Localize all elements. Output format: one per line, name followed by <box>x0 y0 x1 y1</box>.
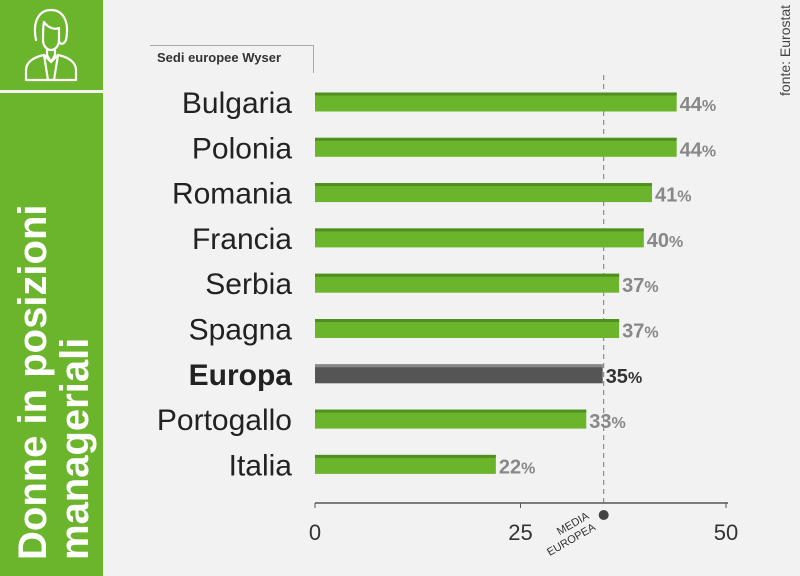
bar-top-europa <box>315 364 603 368</box>
bar-top-polonia <box>315 137 677 141</box>
value-label-portogallo: 33% <box>589 411 625 433</box>
category-label-bulgaria: Bulgaria <box>182 87 292 120</box>
bar-europa <box>315 364 603 384</box>
header-label: Sedi europee Wyser <box>157 50 282 65</box>
x-tick-label-25: 25 <box>508 520 532 545</box>
reference-marker <box>598 510 609 520</box>
category-label-francia: Francia <box>192 223 292 256</box>
category-label-serbia: Serbia <box>205 268 292 301</box>
category-label-italia: Italia <box>229 449 293 482</box>
bar-portogallo <box>315 409 587 429</box>
bar-spagna <box>315 319 620 338</box>
bar-top-serbia <box>315 273 620 277</box>
bar-top-francia <box>315 228 644 232</box>
value-label-romania: 41% <box>655 185 691 207</box>
bar-francia <box>315 228 644 248</box>
sidebar: Donne in posizioni manageriali <box>0 0 103 576</box>
header-rule-vertical <box>313 45 314 73</box>
bar-top-italia <box>315 454 496 458</box>
bar-serbia <box>315 273 620 293</box>
value-label-spagna: 37% <box>622 321 658 343</box>
category-label-spagna: Spagna <box>189 314 293 347</box>
value-label-italia: 22% <box>499 456 535 478</box>
bar-top-bulgaria <box>315 92 677 96</box>
x-tick-label-0: 0 <box>309 520 321 545</box>
category-label-europa: Europa <box>189 359 293 392</box>
value-label-bulgaria: 44% <box>680 94 716 116</box>
bar-top-romania <box>315 183 653 187</box>
value-label-francia: 40% <box>647 230 683 252</box>
category-label-polonia: Polonia <box>192 132 292 165</box>
bar-italia <box>315 454 496 474</box>
bar-top-spagna <box>315 319 620 322</box>
bar-romania <box>315 183 653 203</box>
bar-top-portogallo <box>315 409 587 413</box>
value-label-polonia: 44% <box>680 139 716 161</box>
category-label-romania: Romania <box>172 178 292 211</box>
category-label-portogallo: Portogallo <box>157 404 292 437</box>
value-label-serbia: 37% <box>622 275 658 297</box>
businesswoman-icon <box>0 0 103 88</box>
x-tick-label-50: 50 <box>714 520 738 545</box>
bar-polonia <box>315 137 677 157</box>
value-label-europa: 35% <box>606 366 642 388</box>
header-rule-horizontal <box>150 45 314 46</box>
bar-bulgaria <box>315 92 677 112</box>
sidebar-divider <box>0 90 103 93</box>
